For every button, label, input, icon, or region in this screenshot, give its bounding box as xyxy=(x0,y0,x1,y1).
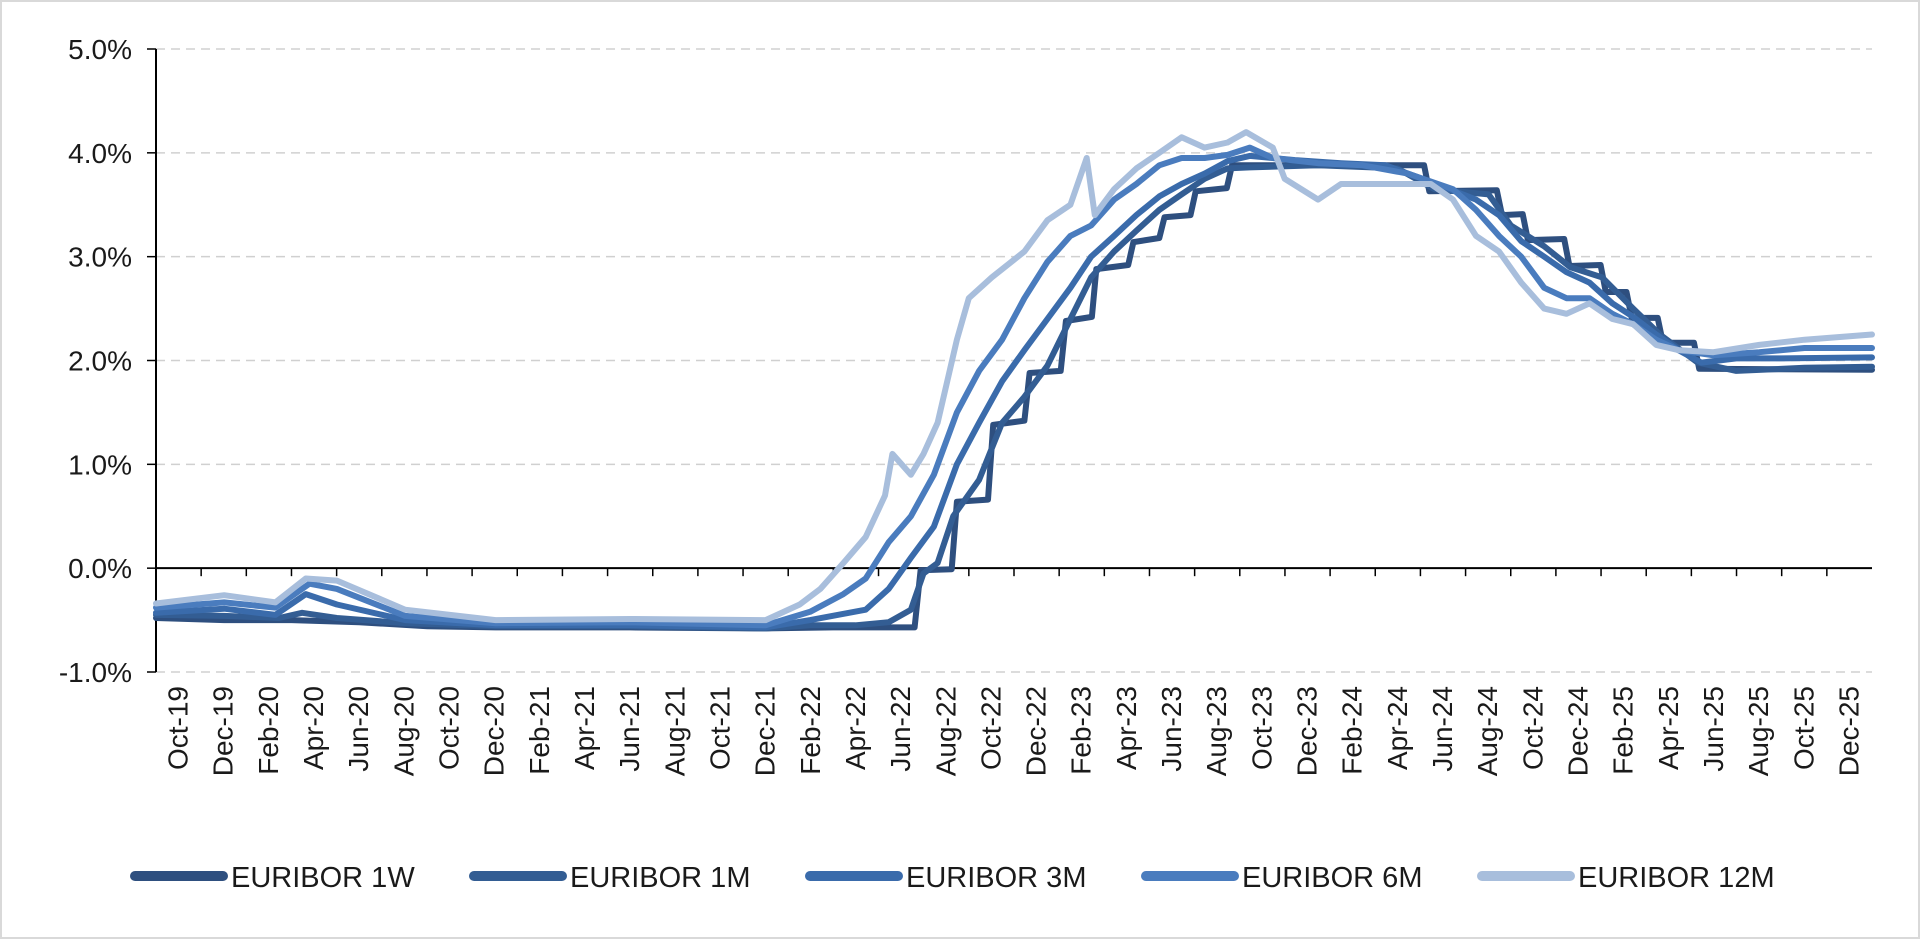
x-tick-label: Oct-23 xyxy=(1246,686,1277,770)
series-line-euribor-6m xyxy=(153,144,1875,629)
y-axis-tick-labels: 5.0% 4.0% 3.0% 2.0% 1.0% 0.0% -1.0% xyxy=(59,34,132,688)
x-tick-label: Jun-24 xyxy=(1427,686,1458,772)
legend-label: EURIBOR 1M xyxy=(570,862,750,894)
grid-lines xyxy=(156,48,1872,673)
x-tick-label: Feb-21 xyxy=(524,686,555,775)
x-tick-label: Aug-22 xyxy=(930,686,961,776)
legend-label: EURIBOR 6M xyxy=(1242,862,1422,894)
x-tick-label: Apr-20 xyxy=(298,686,329,770)
x-tick-label: Feb-24 xyxy=(1337,686,1368,775)
x-tick-label: Dec-24 xyxy=(1562,686,1593,776)
y-tick-label: 4.0% xyxy=(68,138,132,169)
x-tick-label: Feb-23 xyxy=(1066,686,1097,775)
x-tick-label: Aug-25 xyxy=(1743,686,1774,776)
axes xyxy=(147,48,1872,673)
y-tick-label: 5.0% xyxy=(68,34,132,65)
x-tick-label: Aug-24 xyxy=(1472,686,1503,776)
legend-label: EURIBOR 3M xyxy=(906,862,1086,894)
y-tick-label: 3.0% xyxy=(68,242,132,273)
y-tick-label: 2.0% xyxy=(68,346,132,377)
x-tick-label: Apr-24 xyxy=(1382,686,1413,770)
x-tick-label: Apr-22 xyxy=(840,686,871,770)
series-line-euribor-3m xyxy=(153,152,1875,631)
x-tick-label: Jun-22 xyxy=(885,686,916,772)
x-tick-label: Feb-22 xyxy=(795,686,826,775)
x-tick-label: Dec-21 xyxy=(750,686,781,776)
legend-label: EURIBOR 1W xyxy=(231,862,415,894)
x-tick-label: Aug-23 xyxy=(1201,686,1232,776)
legend-label: EURIBOR 12M xyxy=(1578,862,1775,894)
series-line-euribor-12m xyxy=(153,129,1875,624)
x-tick-label: Oct-21 xyxy=(704,686,735,770)
x-tick-label: Aug-21 xyxy=(659,686,690,776)
x-tick-label: Apr-25 xyxy=(1653,686,1684,770)
series-line-euribor-1w xyxy=(153,162,1875,632)
x-tick-label: Dec-19 xyxy=(208,686,239,776)
x-axis-tick-labels: Oct-19 Dec-19 Feb-20 Apr-20 Jun-20 Aug-20 Oct-… xyxy=(163,686,1865,776)
x-tick-label: Jun-23 xyxy=(1156,686,1187,772)
legend: EURIBOR 1W EURIBOR 1M EURIBOR 3M EURIBOR 6M… xyxy=(130,862,1775,894)
x-tick-label: Dec-20 xyxy=(479,686,510,776)
x-tick-label: Jun-25 xyxy=(1698,686,1729,772)
y-tick-label: 1.0% xyxy=(68,449,132,480)
x-tick-label: Oct-20 xyxy=(434,686,465,770)
series-line-euribor-1m xyxy=(153,162,1875,632)
x-tick-label: Oct-22 xyxy=(975,686,1006,770)
x-tick-label: Aug-20 xyxy=(388,686,419,776)
x-tick-label: Dec-22 xyxy=(1021,686,1052,776)
series-lines xyxy=(153,129,1875,632)
x-tick-label: Feb-25 xyxy=(1608,686,1639,775)
x-tick-label: Oct-19 xyxy=(163,686,194,770)
y-tick-label: -1.0% xyxy=(59,657,132,688)
x-tick-label: Jun-20 xyxy=(343,686,374,772)
x-tick-label: Apr-21 xyxy=(569,686,600,770)
x-tick-label: Apr-23 xyxy=(1111,686,1142,770)
x-tick-label: Jun-21 xyxy=(614,686,645,772)
x-tick-label: Feb-20 xyxy=(253,686,284,775)
y-tick-label: 0.0% xyxy=(68,553,132,584)
x-tick-label: Oct-24 xyxy=(1517,686,1548,770)
x-tick-label: Oct-25 xyxy=(1788,686,1819,770)
x-tick-label: Dec-25 xyxy=(1833,686,1864,776)
x-tick-label: Dec-23 xyxy=(1292,686,1323,776)
